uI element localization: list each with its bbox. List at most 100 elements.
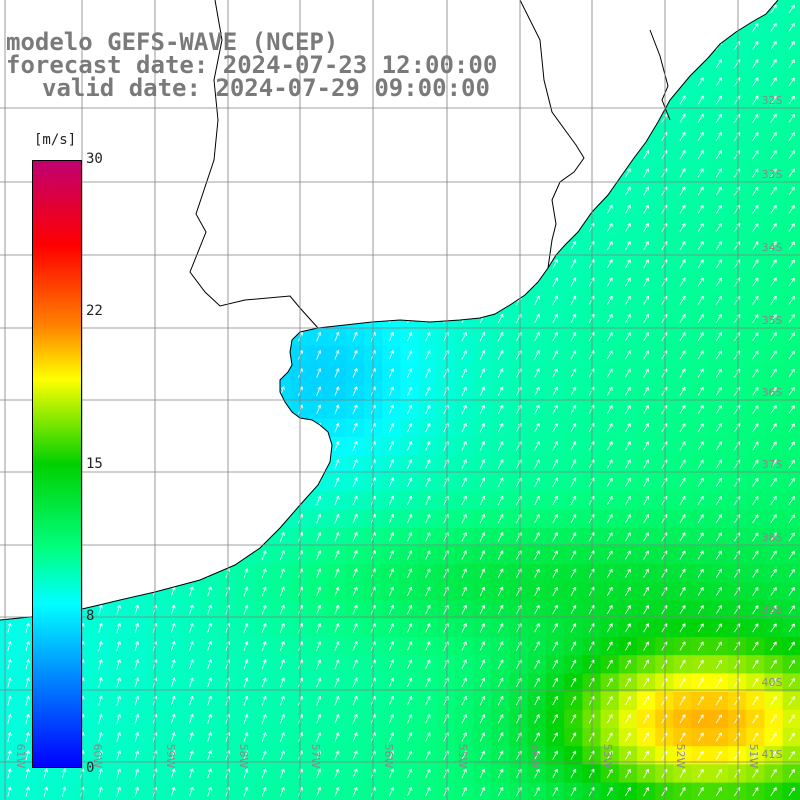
wind-cell [546, 709, 565, 729]
wind-arrow [134, 695, 140, 706]
wind-cell [491, 709, 511, 729]
wind-arrow [534, 604, 540, 615]
wind-cell [691, 382, 711, 401]
wind-cell [728, 254, 747, 274]
wind-arrow [479, 768, 486, 779]
wind-arrow [570, 768, 577, 779]
wind-cell [709, 582, 729, 602]
wind-cell [546, 382, 565, 401]
wind-arrow [534, 695, 540, 706]
wind-cell [637, 527, 656, 547]
wind-cell [436, 618, 456, 638]
wind-arrow [334, 368, 340, 378]
wind-arrow [643, 696, 649, 706]
wind-arrow [243, 786, 249, 797]
wind-cell [691, 345, 711, 365]
wind-arrow [116, 768, 121, 779]
wind-cell [746, 655, 765, 674]
wind-arrow [570, 386, 577, 396]
wind-cell [473, 764, 492, 784]
wind-arrow [752, 659, 759, 669]
wind-cell [546, 345, 565, 365]
wind-arrow [715, 204, 722, 214]
wind-cell [491, 600, 511, 620]
colorbar-tick-30: 30 [86, 151, 103, 167]
wind-arrow [25, 750, 30, 761]
wind-cell [527, 728, 547, 747]
wind-arrow [497, 495, 504, 506]
wind-cell [709, 72, 729, 92]
wind-cell [691, 564, 711, 583]
wind-arrow [770, 368, 777, 378]
wind-arrow [606, 641, 613, 651]
wind-cell [546, 546, 565, 565]
wind-cell [637, 436, 656, 456]
wind-cell [673, 764, 693, 784]
wind-arrow [207, 750, 212, 761]
wind-cell [546, 764, 565, 784]
wind-arrow [788, 477, 795, 487]
wind-cell [728, 218, 747, 238]
wind-arrow [279, 550, 285, 560]
wind-arrow [116, 695, 121, 706]
wind-arrow [770, 477, 777, 487]
wind-cell [600, 218, 620, 238]
lon-label: 51W [747, 744, 760, 769]
wind-cell [509, 509, 529, 529]
wind-arrow [588, 586, 595, 597]
wind-arrow [352, 440, 358, 451]
wind-arrow [679, 532, 686, 542]
wind-arrow [134, 732, 140, 743]
wind-arrow [388, 404, 394, 415]
wind-arrow [207, 622, 212, 633]
wind-arrow [770, 22, 777, 32]
wind-arrow [752, 313, 759, 323]
wind-arrow [570, 659, 577, 669]
wind-arrow [625, 677, 631, 688]
lat-label: 41S [762, 748, 783, 761]
wind-cell [618, 564, 638, 583]
wind-arrow [588, 422, 595, 433]
wind-arrow [697, 659, 704, 669]
wind-arrow [170, 750, 176, 761]
wind-cell [527, 345, 547, 365]
wind-cell [564, 527, 583, 547]
wind-arrow [661, 168, 668, 178]
wind-arrow [752, 204, 759, 214]
wind-arrow [98, 641, 103, 652]
wind-arrow [606, 332, 613, 342]
wind-arrow [752, 332, 759, 342]
wind-arrow [788, 587, 795, 596]
wind-arrow [170, 786, 176, 797]
wind-arrow [625, 241, 631, 251]
wind-arrow [661, 568, 668, 578]
wind-arrow [643, 295, 649, 305]
wind-arrow [243, 586, 249, 597]
wind-arrow [497, 368, 504, 378]
wind-arrow [770, 750, 777, 760]
wind-cell [527, 291, 547, 310]
wind-arrow [679, 368, 686, 378]
wind-arrow [352, 404, 358, 415]
wind-cell [691, 254, 711, 274]
wind-arrow [679, 568, 686, 578]
wind-cell [691, 273, 711, 292]
wind-arrow [243, 604, 249, 615]
wind-arrow [479, 641, 486, 651]
wind-arrow [207, 695, 212, 706]
wind-arrow [7, 622, 12, 633]
wind-arrow [552, 277, 558, 287]
wind-arrow [788, 405, 795, 414]
wind-cell [691, 546, 711, 565]
wind-arrow [334, 677, 340, 688]
wind-arrow [461, 368, 467, 378]
wind-arrow [316, 568, 322, 579]
wind-cell [509, 382, 529, 401]
wind-arrow [588, 659, 595, 669]
wind-arrow [588, 550, 595, 560]
wind-arrow [679, 787, 686, 797]
wind-cell [473, 564, 492, 583]
colorbar-tick-15: 15 [86, 456, 103, 472]
wind-cell [746, 582, 765, 602]
wind-arrow [752, 477, 759, 487]
